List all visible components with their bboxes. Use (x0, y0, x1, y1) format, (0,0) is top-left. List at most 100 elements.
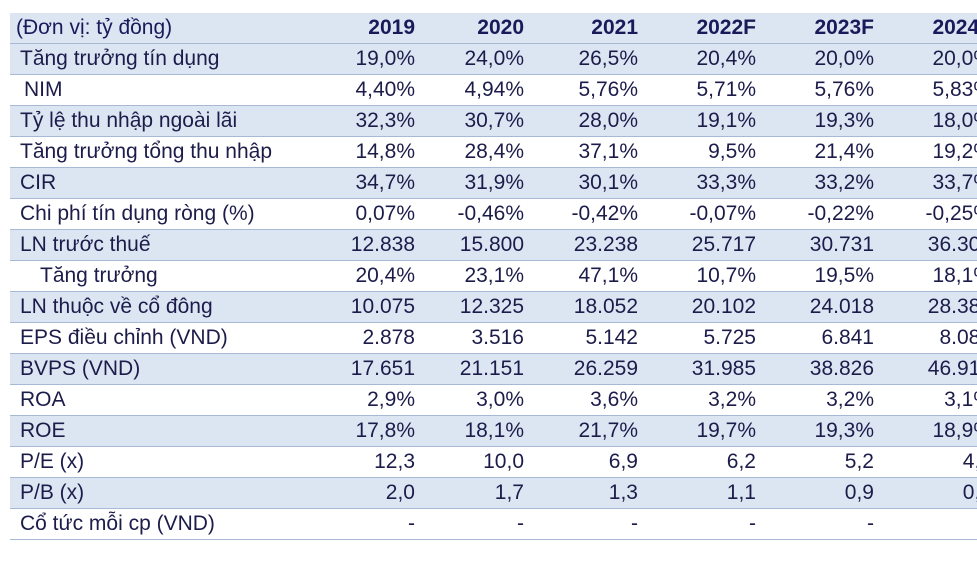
row-value: 46.912 (880, 354, 977, 385)
row-value: 33,2% (762, 168, 880, 199)
row-value: - (762, 509, 880, 540)
row-value: 23.238 (530, 230, 644, 261)
row-value: 3,0% (421, 385, 530, 416)
row-value: 3,2% (762, 385, 880, 416)
row-value: 5.142 (530, 323, 644, 354)
row-value: 25.717 (644, 230, 762, 261)
row-value: 23,1% (421, 261, 530, 292)
row-value: 10.075 (312, 292, 421, 323)
table-body: Tăng trưởng tín dụng 19,0% 24,0% 26,5% 2… (10, 44, 977, 540)
table-row: P/B (x) 2,0 1,7 1,3 1,1 0,9 0,8 (10, 478, 977, 509)
row-label: ROA (10, 385, 312, 416)
table-row: Tăng trưởng tổng thu nhập 14,8% 28,4% 37… (10, 137, 977, 168)
row-value: -0,46% (421, 199, 530, 230)
row-value: 5,83% (880, 75, 977, 106)
row-value: 26,5% (530, 44, 644, 75)
table-row: LN thuộc về cổ đông 10.075 12.325 18.052… (10, 292, 977, 323)
row-value: 2,0 (312, 478, 421, 509)
row-value: - (530, 509, 644, 540)
row-label: CIR (10, 168, 312, 199)
row-value: 2,9% (312, 385, 421, 416)
year-header: 2019 (312, 13, 421, 44)
row-value: 30,7% (421, 106, 530, 137)
row-value: 0,8 (880, 478, 977, 509)
row-value: 18,1% (421, 416, 530, 447)
row-value: 15.800 (421, 230, 530, 261)
row-label: Tăng trưởng tín dụng (10, 44, 312, 75)
table-row: Tỷ lệ thu nhập ngoài lãi 32,3% 30,7% 28,… (10, 106, 977, 137)
row-label: P/E (x) (10, 447, 312, 478)
row-label: EPS điều chỉnh (VND) (10, 323, 312, 354)
row-value: -0,42% (530, 199, 644, 230)
row-label: P/B (x) (10, 478, 312, 509)
row-value: 34,7% (312, 168, 421, 199)
row-value: 18,9% (880, 416, 977, 447)
row-label: Tăng trưởng tổng thu nhập (10, 137, 312, 168)
row-value: 12,3 (312, 447, 421, 478)
row-value: 36.300 (880, 230, 977, 261)
row-label: BVPS (VND) (10, 354, 312, 385)
row-value: 31,9% (421, 168, 530, 199)
row-value: 5,76% (530, 75, 644, 106)
year-header: 2022F (644, 13, 762, 44)
table-row: P/E (x) 12,3 10,0 6,9 6,2 5,2 4,4 (10, 447, 977, 478)
row-value: 0,9 (762, 478, 880, 509)
row-value: 9,5% (644, 137, 762, 168)
unit-label: (Đơn vị: tỷ đồng) (10, 13, 312, 44)
row-value: 14,8% (312, 137, 421, 168)
row-value: 12.325 (421, 292, 530, 323)
year-header: 2024F (880, 13, 977, 44)
row-value: 10,7% (644, 261, 762, 292)
row-value: 4,94% (421, 75, 530, 106)
table-row: LN trước thuế 12.838 15.800 23.238 25.71… (10, 230, 977, 261)
table-header-row: (Đơn vị: tỷ đồng) 2019 2020 2021 2022F 2… (10, 13, 977, 44)
row-value: 32,3% (312, 106, 421, 137)
row-label: Chi phí tín dụng ròng (%) (10, 199, 312, 230)
row-value: 30.731 (762, 230, 880, 261)
row-value: 19,5% (762, 261, 880, 292)
table-row: Cổ tức mỗi cp (VND) - - - - - - (10, 509, 977, 540)
row-value: 21,4% (762, 137, 880, 168)
row-value: 6,9 (530, 447, 644, 478)
table-row: CIR 34,7% 31,9% 30,1% 33,3% 33,2% 33,7% (10, 168, 977, 199)
row-value: 30,1% (530, 168, 644, 199)
row-value: 21,7% (530, 416, 644, 447)
row-label: Cổ tức mỗi cp (VND) (10, 509, 312, 540)
row-value: 1,1 (644, 478, 762, 509)
row-value: 47,1% (530, 261, 644, 292)
row-value: 18,1% (880, 261, 977, 292)
row-value: 10,0 (421, 447, 530, 478)
financial-forecast-table: (Đơn vị: tỷ đồng) 2019 2020 2021 2022F 2… (10, 13, 977, 540)
year-header: 2021 (530, 13, 644, 44)
row-value: 8.086 (880, 323, 977, 354)
row-value: 33,3% (644, 168, 762, 199)
row-value: 1,7 (421, 478, 530, 509)
row-value: 0,07% (312, 199, 421, 230)
row-value: - (312, 509, 421, 540)
row-value: 6,2 (644, 447, 762, 478)
row-value: 3,2% (644, 385, 762, 416)
row-value: 19,0% (312, 44, 421, 75)
row-value: 26.259 (530, 354, 644, 385)
row-value: 19,1% (644, 106, 762, 137)
row-value: 12.838 (312, 230, 421, 261)
row-value: 21.151 (421, 354, 530, 385)
row-value: 6.841 (762, 323, 880, 354)
row-value: 5.725 (644, 323, 762, 354)
row-label: NIM (10, 75, 312, 106)
table-row: NIM 4,40% 4,94% 5,76% 5,71% 5,76% 5,83% (10, 75, 977, 106)
row-value: 38.826 (762, 354, 880, 385)
table-row: EPS điều chỉnh (VND) 2.878 3.516 5.142 5… (10, 323, 977, 354)
year-header: 2020 (421, 13, 530, 44)
row-value: 3,1% (880, 385, 977, 416)
row-value: 17.651 (312, 354, 421, 385)
row-value: -0,22% (762, 199, 880, 230)
row-value: 33,7% (880, 168, 977, 199)
row-value: 24,0% (421, 44, 530, 75)
row-value: 28.388 (880, 292, 977, 323)
row-value: 5,2 (762, 447, 880, 478)
table-row: Tăng trưởng tín dụng 19,0% 24,0% 26,5% 2… (10, 44, 977, 75)
row-value: 28,4% (421, 137, 530, 168)
row-value: 24.018 (762, 292, 880, 323)
row-value: 19,7% (644, 416, 762, 447)
